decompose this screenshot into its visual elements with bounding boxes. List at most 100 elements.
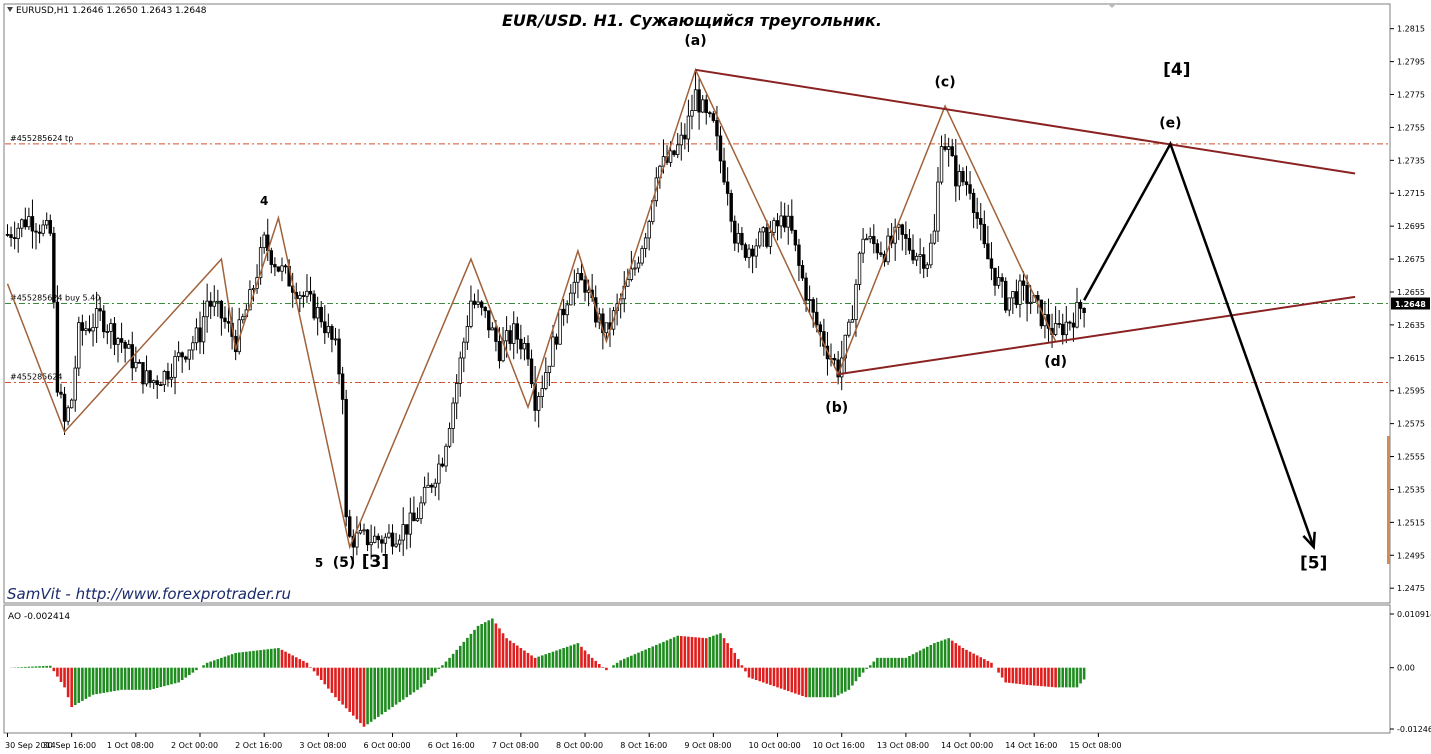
candle-body: [440, 463, 445, 467]
price-pane-frame: [3, 3, 1391, 604]
wave-label: [5]: [1300, 553, 1327, 573]
order-line-label: #455285624 tp: [10, 134, 73, 143]
candle-body: [711, 113, 716, 121]
candle-body: [45, 220, 49, 226]
candle-body: [544, 372, 548, 389]
candle-body: [401, 524, 405, 541]
ao-tick-label: 0.010914: [1397, 610, 1431, 619]
candle-body: [989, 258, 994, 269]
time-tick-label: 14 Oct 16:00: [1005, 741, 1057, 750]
candle-body: [198, 327, 202, 343]
candle-body: [105, 331, 110, 333]
candle-body: [87, 328, 92, 332]
candle-body: [422, 486, 427, 504]
candle-body: [968, 184, 972, 194]
candle-body: [387, 532, 391, 538]
wave-label: (5): [333, 555, 356, 571]
candle-body: [875, 243, 880, 254]
candle-body: [986, 243, 990, 260]
candle-body: [1071, 322, 1076, 328]
collapse-arrow-icon[interactable]: [7, 7, 13, 12]
time-tick-label: 30 Sep 2014: [5, 741, 56, 750]
candle-body: [629, 268, 634, 280]
candle-body: [683, 134, 687, 140]
price-tick-label: 1.2675: [1397, 255, 1425, 264]
candle-body: [380, 539, 384, 544]
candle-body: [679, 134, 683, 146]
time-tick-label: 10 Oct 00:00: [749, 741, 801, 750]
candle-body: [743, 244, 748, 258]
wave-label: 4: [260, 194, 268, 208]
candle-body: [946, 146, 951, 150]
candle-body: [312, 293, 316, 319]
candle-body: [925, 264, 929, 269]
candle-body: [815, 311, 819, 326]
candle-body: [176, 352, 181, 357]
candle-body: [462, 341, 466, 359]
candles-group: [5, 72, 1086, 564]
candle-body: [62, 393, 67, 422]
candle-body: [73, 367, 77, 401]
candle-body: [444, 445, 448, 467]
price-tick-label: 1.2555: [1397, 453, 1425, 462]
candle-body: [907, 238, 912, 251]
price-tick-label: 1.2635: [1397, 321, 1425, 330]
candle-body: [151, 380, 156, 384]
candle-body: [283, 265, 288, 268]
candle-body: [697, 89, 701, 113]
time-tick-label: 2 Oct 16:00: [235, 741, 282, 750]
ao-pane-frame: [3, 604, 1391, 734]
price-tick-label: 1.2535: [1397, 485, 1425, 494]
price-tick-label: 1.2495: [1397, 551, 1425, 560]
candle-body: [604, 322, 609, 334]
current-price-box: [1391, 297, 1430, 310]
volume-scroll-bar: [1387, 436, 1390, 564]
candle-body: [162, 371, 167, 386]
candle-body: [48, 220, 52, 234]
candle-body: [94, 308, 99, 328]
candle-body: [633, 267, 637, 270]
candle-body: [479, 301, 484, 308]
time-tick-label: 8 Oct 16:00: [620, 741, 667, 750]
candle-body: [301, 295, 306, 297]
candle-body: [676, 144, 680, 155]
price-tick-label: 1.2595: [1397, 387, 1425, 396]
candle-body: [280, 265, 284, 272]
price-tick-label: 1.2735: [1397, 156, 1425, 165]
candle-body: [472, 300, 477, 305]
price-tick-label: 1.2655: [1397, 288, 1425, 297]
candle-body: [180, 352, 184, 358]
candle-body: [358, 530, 363, 534]
candle-body: [269, 250, 274, 265]
candle-body: [348, 516, 352, 537]
candle-body: [433, 482, 437, 488]
candle-body: [1061, 323, 1065, 336]
candle-body: [939, 146, 944, 183]
candle-body: [369, 541, 373, 546]
triangle-lower-line: [837, 295, 1356, 376]
candle-body: [1064, 321, 1069, 336]
price-tick-label: 1.2815: [1397, 25, 1425, 34]
projection-line: [1083, 140, 1315, 548]
projection-group: [1083, 140, 1316, 551]
candle-body: [365, 529, 370, 546]
candle-body: [258, 247, 263, 278]
wave-label: (b): [825, 400, 848, 416]
candle-body: [298, 295, 302, 300]
candle-body: [790, 215, 794, 231]
candle-body: [918, 254, 922, 257]
candle-body: [23, 219, 28, 228]
shift-marker-icon[interactable]: [1108, 4, 1116, 8]
candle-body: [201, 316, 206, 343]
time-tick-label: 1 Oct 08:00: [107, 741, 154, 750]
candle-body: [1007, 297, 1011, 311]
candle-body: [672, 150, 676, 155]
candle-body: [922, 254, 926, 269]
candle-body: [376, 535, 380, 541]
candle-body: [5, 233, 10, 236]
candle-body: [793, 229, 798, 246]
candle-body: [583, 279, 587, 293]
candle-body: [383, 536, 388, 544]
candle-body: [412, 512, 416, 522]
